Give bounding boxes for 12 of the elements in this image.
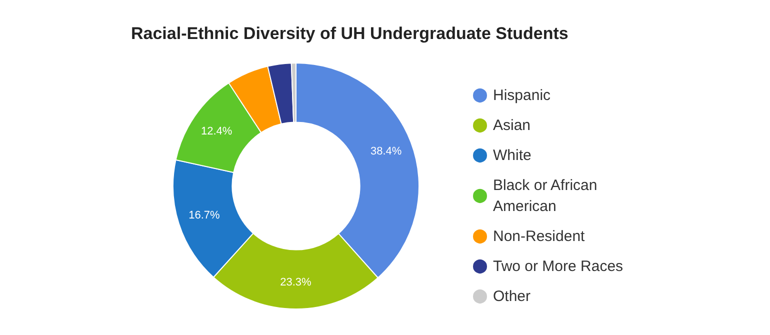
data-label: 38.4% bbox=[370, 146, 402, 158]
data-label: 16.7% bbox=[188, 210, 220, 222]
legend-label: Asian bbox=[493, 117, 531, 134]
legend-label: Black or African American bbox=[493, 177, 602, 215]
data-label: 23.3% bbox=[280, 276, 312, 288]
legend-label: Two or More Races bbox=[493, 258, 624, 275]
legend-label: Other bbox=[493, 288, 531, 305]
data-label: 12.4% bbox=[201, 125, 232, 138]
legend-label: Non-Resident bbox=[493, 228, 586, 245]
legend-label: Hispanic bbox=[493, 87, 552, 104]
legend-label: White bbox=[493, 147, 532, 164]
chart-title: Racial-Ethnic Diversity of UH Undergraduate Students bbox=[131, 24, 568, 43]
